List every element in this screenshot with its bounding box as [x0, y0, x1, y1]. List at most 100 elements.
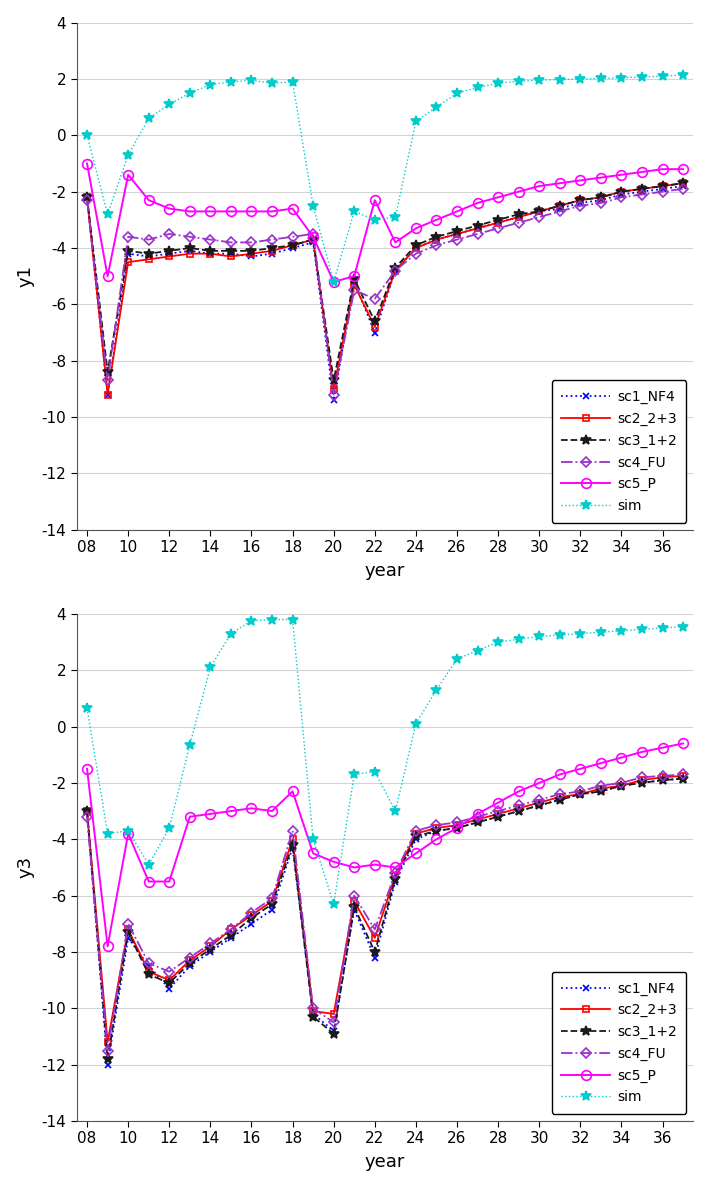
sc5_P — [617, 751, 626, 765]
sc3_1+2 — [494, 809, 503, 823]
Line: sc2_2+3: sc2_2+3 — [84, 772, 687, 1045]
sc2_2+3 — [474, 813, 482, 827]
sc5_P — [596, 171, 605, 185]
sim — [124, 823, 133, 838]
sim — [474, 81, 482, 95]
sc1_NF4 — [268, 247, 276, 261]
sc4_FU — [576, 784, 584, 798]
sc1_NF4 — [124, 930, 133, 944]
sc1_NF4 — [453, 821, 462, 835]
sc5_P — [596, 756, 605, 770]
sc5_P — [165, 202, 173, 216]
sc4_FU — [371, 922, 379, 936]
sc5_P — [350, 268, 359, 283]
sc5_P — [679, 162, 687, 176]
sim — [679, 619, 687, 633]
sc1_NF4 — [185, 244, 194, 258]
sc3_1+2 — [679, 771, 687, 785]
sc2_2+3 — [268, 895, 276, 909]
Line: sc1_NF4: sc1_NF4 — [84, 183, 687, 404]
Line: sc4_FU: sc4_FU — [84, 185, 687, 398]
sc2_2+3 — [658, 770, 667, 784]
sim — [309, 832, 317, 846]
sc5_P — [124, 827, 133, 841]
sc2_2+3 — [391, 868, 400, 883]
sc3_1+2 — [165, 244, 173, 258]
sc1_NF4 — [268, 903, 276, 917]
sc1_NF4 — [185, 959, 194, 973]
sc4_FU — [474, 227, 482, 241]
Line: sc5_P: sc5_P — [82, 159, 688, 286]
sc4_FU — [144, 233, 153, 247]
sc3_1+2 — [350, 272, 359, 286]
sc3_1+2 — [494, 213, 503, 227]
sc2_2+3 — [165, 973, 173, 987]
sc4_FU — [617, 190, 626, 204]
sc5_P — [165, 874, 173, 889]
sc5_P — [226, 204, 235, 219]
sim — [268, 612, 276, 626]
sc3_1+2 — [104, 365, 112, 379]
sim — [144, 858, 153, 872]
sc1_NF4 — [371, 950, 379, 965]
sc3_1+2 — [617, 778, 626, 792]
sim — [309, 198, 317, 213]
sc5_P — [83, 762, 92, 776]
sim — [514, 632, 523, 646]
sc5_P — [185, 204, 194, 219]
sim — [494, 634, 503, 649]
sc2_2+3 — [638, 773, 646, 788]
sc2_2+3 — [104, 1035, 112, 1049]
sc2_2+3 — [638, 182, 646, 196]
sim — [596, 71, 605, 86]
sc2_2+3 — [555, 198, 564, 213]
sim — [576, 626, 584, 640]
sc5_P — [412, 221, 420, 235]
X-axis label: year: year — [365, 1154, 405, 1171]
sc3_1+2 — [453, 821, 462, 835]
sc3_1+2 — [226, 244, 235, 258]
sc3_1+2 — [329, 373, 338, 387]
sim — [329, 897, 338, 911]
sc2_2+3 — [206, 940, 214, 954]
sc5_P — [555, 767, 564, 782]
sim — [350, 204, 359, 219]
sc3_1+2 — [185, 956, 194, 971]
sc4_FU — [432, 819, 441, 833]
sc3_1+2 — [124, 244, 133, 258]
sc4_FU — [679, 182, 687, 196]
sim — [412, 114, 420, 128]
sc5_P — [638, 165, 646, 179]
sim — [555, 628, 564, 643]
sc1_NF4 — [83, 190, 92, 204]
Line: sim: sim — [82, 70, 688, 286]
sc1_NF4 — [412, 832, 420, 846]
sc4_FU — [226, 922, 235, 936]
sc3_1+2 — [144, 247, 153, 261]
sc1_NF4 — [638, 776, 646, 790]
sc3_1+2 — [535, 204, 543, 219]
sc3_1+2 — [576, 788, 584, 802]
sc4_FU — [494, 804, 503, 819]
sim — [185, 738, 194, 752]
sc1_NF4 — [658, 182, 667, 196]
sc2_2+3 — [124, 922, 133, 936]
sc2_2+3 — [268, 244, 276, 258]
sc3_1+2 — [638, 182, 646, 196]
sc3_1+2 — [206, 942, 214, 956]
sc2_2+3 — [535, 204, 543, 219]
sc3_1+2 — [185, 241, 194, 255]
sc4_FU — [576, 198, 584, 213]
sc3_1+2 — [555, 792, 564, 807]
sc2_2+3 — [165, 249, 173, 264]
sc2_2+3 — [144, 965, 153, 979]
sim — [494, 76, 503, 90]
sc2_2+3 — [288, 832, 297, 846]
sc5_P — [329, 854, 338, 868]
sim — [535, 72, 543, 87]
sc1_NF4 — [226, 247, 235, 261]
sim — [268, 76, 276, 90]
sc1_NF4 — [679, 179, 687, 194]
sc1_NF4 — [617, 778, 626, 792]
sc2_2+3 — [185, 247, 194, 261]
